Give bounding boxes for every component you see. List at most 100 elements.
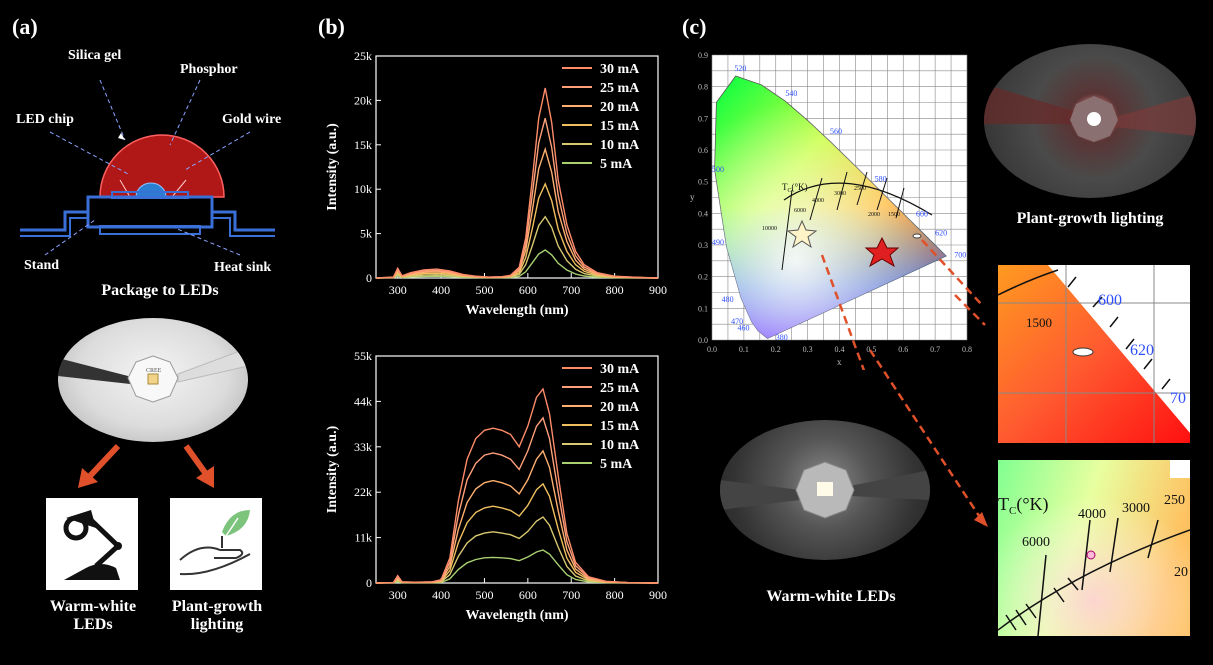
series-line-5-mA xyxy=(375,249,659,279)
y-axis-label: Intensity (a.u.) xyxy=(325,123,340,211)
y-tick-label: 33k xyxy=(354,440,372,454)
plant-star-icon xyxy=(864,236,900,268)
cct-label: 2500 xyxy=(854,186,866,192)
x-tick-label: 700 xyxy=(562,283,580,297)
cie-y-tick: 0.1 xyxy=(698,304,708,313)
zoom2-white-fill xyxy=(998,460,1190,636)
y-tick-label: 0 xyxy=(366,576,372,590)
cie-y-tick: 0.7 xyxy=(698,114,708,123)
x-axis-label: Wavelength (nm) xyxy=(465,303,568,318)
wavelength-label: 460 xyxy=(738,324,750,333)
plant-caption-line1: Plant-growth xyxy=(171,598,263,615)
callout-lines xyxy=(44,79,251,256)
dashed-arrow-zoom2-icon xyxy=(870,349,987,526)
zoom-red-region: 600 620 70 1500 xyxy=(998,265,1190,443)
cie-y-tick: 0.6 xyxy=(698,146,708,155)
legend-label: 25 mA xyxy=(600,381,640,396)
x-tick-label: 900 xyxy=(649,588,667,602)
series-line-30-mA xyxy=(375,387,659,584)
arrowhead-zoom2-icon xyxy=(974,512,988,527)
label-led-chip: LED chip xyxy=(16,112,74,127)
cct-label: 3000 xyxy=(834,191,846,197)
package-caption: Package to LEDs xyxy=(101,282,219,299)
photo-led-white xyxy=(817,482,833,496)
series-line-15-mA xyxy=(375,482,659,584)
led-chip-photo xyxy=(147,373,159,385)
wavelength-label: 470 xyxy=(731,317,743,326)
chip-base xyxy=(111,191,189,199)
warm-white-caption-line2: LEDs xyxy=(73,616,113,633)
tweezer-left xyxy=(58,358,130,384)
plant-caption-a: Plant-growth lighting xyxy=(152,598,282,634)
plot-frame xyxy=(375,355,659,584)
series-line-10-mA xyxy=(375,516,659,584)
isotherm-lines xyxy=(781,171,905,271)
led-package-diagram xyxy=(20,79,275,256)
zoom1-label-70: 70 xyxy=(1170,390,1186,407)
cie-y-tick: 0.9 xyxy=(698,51,708,60)
lead-frame-inner xyxy=(20,217,275,237)
wavelength-label: 490 xyxy=(712,238,724,247)
zoom1-label-1500: 1500 xyxy=(1026,315,1052,330)
x-tick-label: 800 xyxy=(606,283,624,297)
arrow-down-left-icon xyxy=(87,443,121,479)
desk-lamp-icon xyxy=(46,498,138,590)
chip-text: CREE xyxy=(146,368,162,374)
zoom-white-region: TC(°K) 6000 4000 3000 250 20 xyxy=(998,460,1190,636)
lead-frame xyxy=(20,210,275,232)
cie-x-tick: 0.2 xyxy=(771,345,781,354)
legend-label: 30 mA xyxy=(600,62,640,77)
stand-body xyxy=(86,195,214,229)
heat-sink xyxy=(99,225,201,235)
cie-y-tick: 0.3 xyxy=(698,241,708,250)
x-tick-label: 500 xyxy=(475,283,493,297)
y-tick-label: 55k xyxy=(354,349,372,363)
legend-label: 10 mA xyxy=(600,438,640,453)
hand-leaf-icon xyxy=(170,498,262,590)
panel-a-label: (a) xyxy=(12,14,38,39)
wavelength-label: 500 xyxy=(712,165,724,174)
dashed-arrow-down-icon xyxy=(820,254,866,370)
y-tick-label: 22k xyxy=(354,485,372,499)
gold-wire xyxy=(119,179,187,198)
zoom1-grid xyxy=(998,265,1190,443)
warm-white-caption-line1: Warm-white xyxy=(49,598,137,615)
cie-diagram: 0.0 0.1 0.2 0.3 0.4 0.5 0.6 0.7 0.8 0.0 0.1 0.2 0.3 0… xyxy=(690,51,982,370)
legend-label: 15 mA xyxy=(600,119,640,134)
arrow-down-right-icon xyxy=(183,444,209,476)
series-line-5-mA xyxy=(375,549,659,584)
x-tick-label: 800 xyxy=(606,588,624,602)
plant-caption-line2: lighting xyxy=(190,616,244,633)
y-tick-label: 5k xyxy=(360,227,372,241)
red-point-marker xyxy=(912,233,922,239)
x-tick-label: 300 xyxy=(389,588,407,602)
x-tick-label: 400 xyxy=(432,283,450,297)
cct-label: 10000 xyxy=(762,226,777,232)
cie-x-tick: 0.8 xyxy=(962,345,972,354)
cie-x-tick: 0.6 xyxy=(898,345,908,354)
series-line-20-mA xyxy=(375,146,659,279)
wavelength-label: 600 xyxy=(916,210,928,219)
wavelength-label: 480 xyxy=(722,295,734,304)
y-tick-label: 10k xyxy=(354,182,372,196)
cie-x-label: x xyxy=(837,357,842,367)
zoom2-tc-label: TC(°K) xyxy=(998,494,1049,517)
label-silica-gel: Silica gel xyxy=(68,48,122,63)
cct-label: 6000 xyxy=(794,208,806,214)
dashed-arrow-right-icon xyxy=(921,239,982,306)
y-tick-label: 20k xyxy=(354,93,372,107)
y-tick-label: 44k xyxy=(354,394,372,408)
spectrum-chart-top: 300 400 500 600 700 800 900 0 5k 10k 15k 20k 25k Wave… xyxy=(325,49,667,318)
series-line-15-mA xyxy=(375,182,659,279)
photo-led-glow xyxy=(1087,112,1101,126)
tc-label: TC(°K) xyxy=(782,182,808,194)
warm-white-caption: Warm-white LEDs xyxy=(28,598,158,634)
legend-label: 10 mA xyxy=(600,138,640,153)
zoom2-label-6000: 6000 xyxy=(1022,535,1050,550)
zoom2-label-250: 250 xyxy=(1164,493,1185,508)
spectrum-chart-bottom: 300 400 500 600 700 800 900 0 11k 22k 33k 44k 55k Wav… xyxy=(325,349,667,623)
zoom1-ticks xyxy=(1067,276,1171,390)
wavelength-label: 540 xyxy=(785,89,797,98)
wavelength-label: 700 xyxy=(954,251,966,260)
photo-wire-right xyxy=(1104,94,1196,136)
